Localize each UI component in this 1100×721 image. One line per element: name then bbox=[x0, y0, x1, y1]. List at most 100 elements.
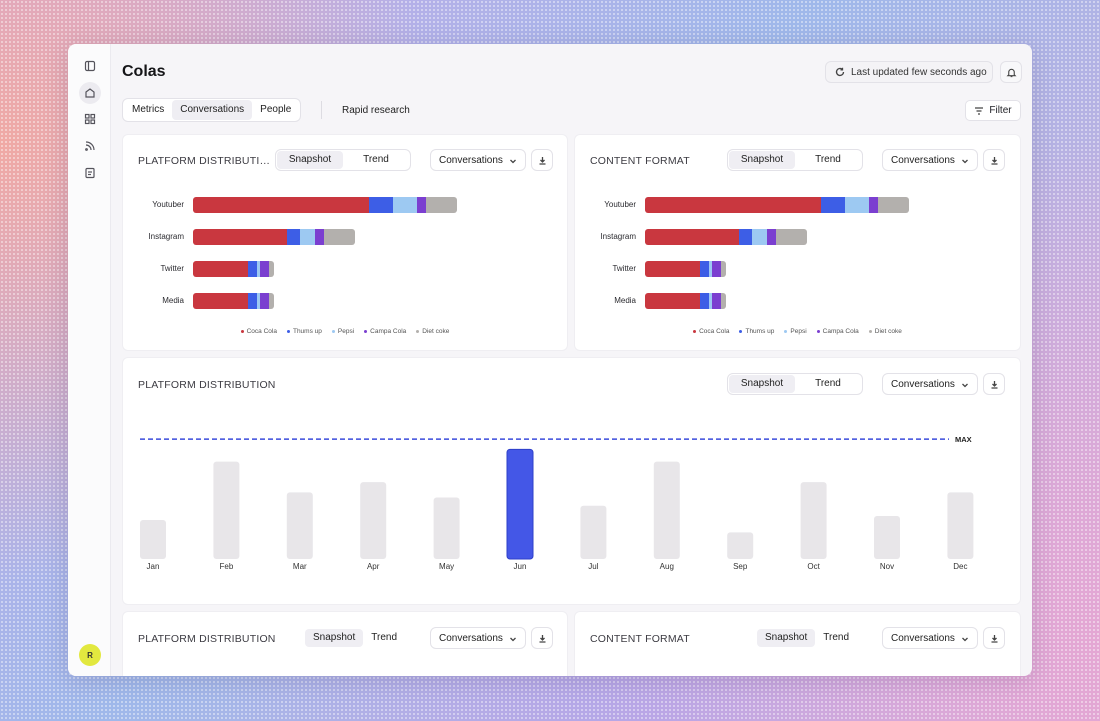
trend-option[interactable]: Trend bbox=[815, 378, 841, 389]
snapshot-option[interactable]: Snapshot bbox=[305, 629, 364, 647]
chevron-down-icon bbox=[962, 637, 968, 642]
legend-item: Campa Cola bbox=[364, 328, 406, 335]
sidebar-toggle-icon[interactable] bbox=[79, 55, 101, 77]
page-title: Colas bbox=[122, 63, 166, 80]
metric-dropdown[interactable]: Conversations bbox=[882, 627, 978, 649]
trend-option[interactable]: Trend bbox=[823, 632, 850, 643]
snapshot-option[interactable]: Snapshot bbox=[277, 151, 343, 169]
legend-label: Thums up bbox=[745, 328, 775, 335]
metric-dropdown-value: Conversations bbox=[439, 154, 503, 166]
rapid-research-link[interactable]: Rapid research bbox=[342, 105, 410, 116]
bar-category-label: Media bbox=[162, 296, 184, 305]
snapshot-option[interactable]: Snapshot bbox=[729, 151, 795, 169]
filter-button[interactable]: Filter bbox=[965, 100, 1021, 121]
month-bar[interactable] bbox=[286, 492, 313, 559]
download-button[interactable] bbox=[983, 149, 1005, 171]
bar-segment-diet-coke bbox=[878, 197, 909, 213]
snapshot-option[interactable]: Snapshot bbox=[729, 375, 795, 393]
month-bar[interactable] bbox=[727, 532, 754, 559]
bar-segment-campa-cola bbox=[417, 197, 426, 213]
download-button[interactable] bbox=[983, 373, 1005, 395]
month-bar[interactable] bbox=[360, 482, 387, 559]
chevron-down-icon bbox=[962, 383, 968, 388]
main-content: Colas Last updated few seconds ago Metri… bbox=[111, 44, 1032, 676]
month-bar[interactable] bbox=[947, 492, 974, 559]
legend-label: Diet coke bbox=[874, 328, 902, 335]
bar-segment-diet-coke bbox=[269, 293, 274, 309]
month-bar[interactable] bbox=[874, 515, 900, 559]
month-bar[interactable] bbox=[580, 505, 607, 559]
stacked-bar[interactable] bbox=[645, 229, 807, 245]
content-format-card: CONTENT FORMAT Snapshot Trend Conversati… bbox=[574, 134, 1021, 351]
metric-dropdown[interactable]: Conversations bbox=[882, 373, 978, 395]
snapshot-option[interactable]: Snapshot bbox=[757, 629, 816, 647]
tab-metrics[interactable]: Metrics bbox=[132, 104, 165, 115]
view-toggle: Snapshot Trend bbox=[727, 149, 863, 171]
stacked-bar[interactable] bbox=[193, 229, 355, 245]
bar-segment-coca-cola bbox=[193, 229, 287, 245]
stacked-bar[interactable] bbox=[645, 197, 909, 213]
month-bar[interactable] bbox=[213, 461, 240, 559]
bar-segment-campa-cola bbox=[869, 197, 878, 213]
legend-label: Pepsi bbox=[790, 328, 807, 335]
month-bar[interactable] bbox=[653, 461, 680, 559]
metric-dropdown[interactable]: Conversations bbox=[430, 149, 526, 171]
bar-category-label: Media bbox=[614, 296, 636, 305]
feed-icon[interactable] bbox=[79, 135, 101, 157]
legend-label: Campa Cola bbox=[370, 328, 407, 335]
bar-segment-diet-coke bbox=[721, 261, 726, 277]
notifications-button[interactable] bbox=[1000, 61, 1022, 83]
legend-item: Campa Cola bbox=[816, 328, 859, 335]
bar-category-label: Youtuber bbox=[152, 200, 184, 209]
month-label: Feb bbox=[220, 562, 234, 571]
stacked-bar[interactable] bbox=[645, 261, 726, 277]
month-bar[interactable] bbox=[433, 497, 460, 560]
metric-dropdown[interactable]: Conversations bbox=[430, 627, 526, 649]
legend-item: Thums up bbox=[739, 328, 774, 335]
trend-option[interactable]: Trend bbox=[363, 154, 389, 165]
avatar[interactable]: R bbox=[79, 644, 101, 666]
legend-label: Coca Cola bbox=[246, 328, 277, 335]
legend-item: Coca Cola bbox=[240, 328, 277, 335]
bar-segment-pepsi bbox=[709, 261, 712, 277]
bar-segment-campa-cola bbox=[712, 261, 721, 277]
view-toggle: Snapshot Trend bbox=[275, 149, 411, 171]
month-bar[interactable] bbox=[800, 482, 827, 559]
legend-swatch bbox=[240, 329, 244, 333]
bar-segment-campa-cola bbox=[260, 293, 269, 309]
filter-label: Filter bbox=[989, 105, 1012, 116]
legend-swatch bbox=[816, 329, 820, 333]
legend-item: Diet coke bbox=[416, 328, 449, 335]
month-label: Dec bbox=[953, 562, 967, 571]
bar-segment-thums-up bbox=[700, 293, 709, 309]
month-bar[interactable] bbox=[140, 520, 166, 559]
trend-option[interactable]: Trend bbox=[371, 632, 398, 643]
bar-segment-thums-up bbox=[369, 197, 393, 213]
filter-icon bbox=[975, 106, 984, 115]
report-icon[interactable] bbox=[79, 162, 101, 184]
download-button[interactable] bbox=[983, 627, 1005, 649]
chart-legend: Coca Cola Thums up Pepsi Campa Cola Diet cok… bbox=[575, 328, 1020, 335]
month-bar[interactable] bbox=[506, 448, 534, 560]
stacked-bar[interactable] bbox=[645, 293, 726, 309]
legend-swatch bbox=[364, 329, 368, 333]
home-icon[interactable] bbox=[79, 82, 101, 104]
bar-segment-diet-coke bbox=[721, 293, 726, 309]
tab-people[interactable]: People bbox=[260, 104, 292, 115]
bar-segment-diet-coke bbox=[269, 261, 274, 277]
download-button[interactable] bbox=[531, 149, 553, 171]
stacked-bar[interactable] bbox=[193, 293, 274, 309]
content-format-card-2: CONTENT FORMAT Snapshot Trend Conversati… bbox=[574, 611, 1021, 676]
stacked-bar[interactable] bbox=[193, 261, 274, 277]
stacked-bar[interactable] bbox=[193, 197, 457, 213]
metric-dropdown-value: Conversations bbox=[891, 378, 955, 390]
trend-option[interactable]: Trend bbox=[815, 154, 841, 165]
download-icon bbox=[539, 156, 545, 165]
download-button[interactable] bbox=[531, 627, 553, 649]
metric-dropdown[interactable]: Conversations bbox=[882, 149, 978, 171]
card-title: CONTENT FORMAT bbox=[590, 155, 690, 167]
tab-conversations[interactable]: Conversations bbox=[172, 100, 253, 120]
legend-label: Pepsi bbox=[337, 328, 355, 335]
grid-icon[interactable] bbox=[79, 108, 101, 130]
last-updated-button[interactable]: Last updated few seconds ago bbox=[825, 61, 993, 83]
